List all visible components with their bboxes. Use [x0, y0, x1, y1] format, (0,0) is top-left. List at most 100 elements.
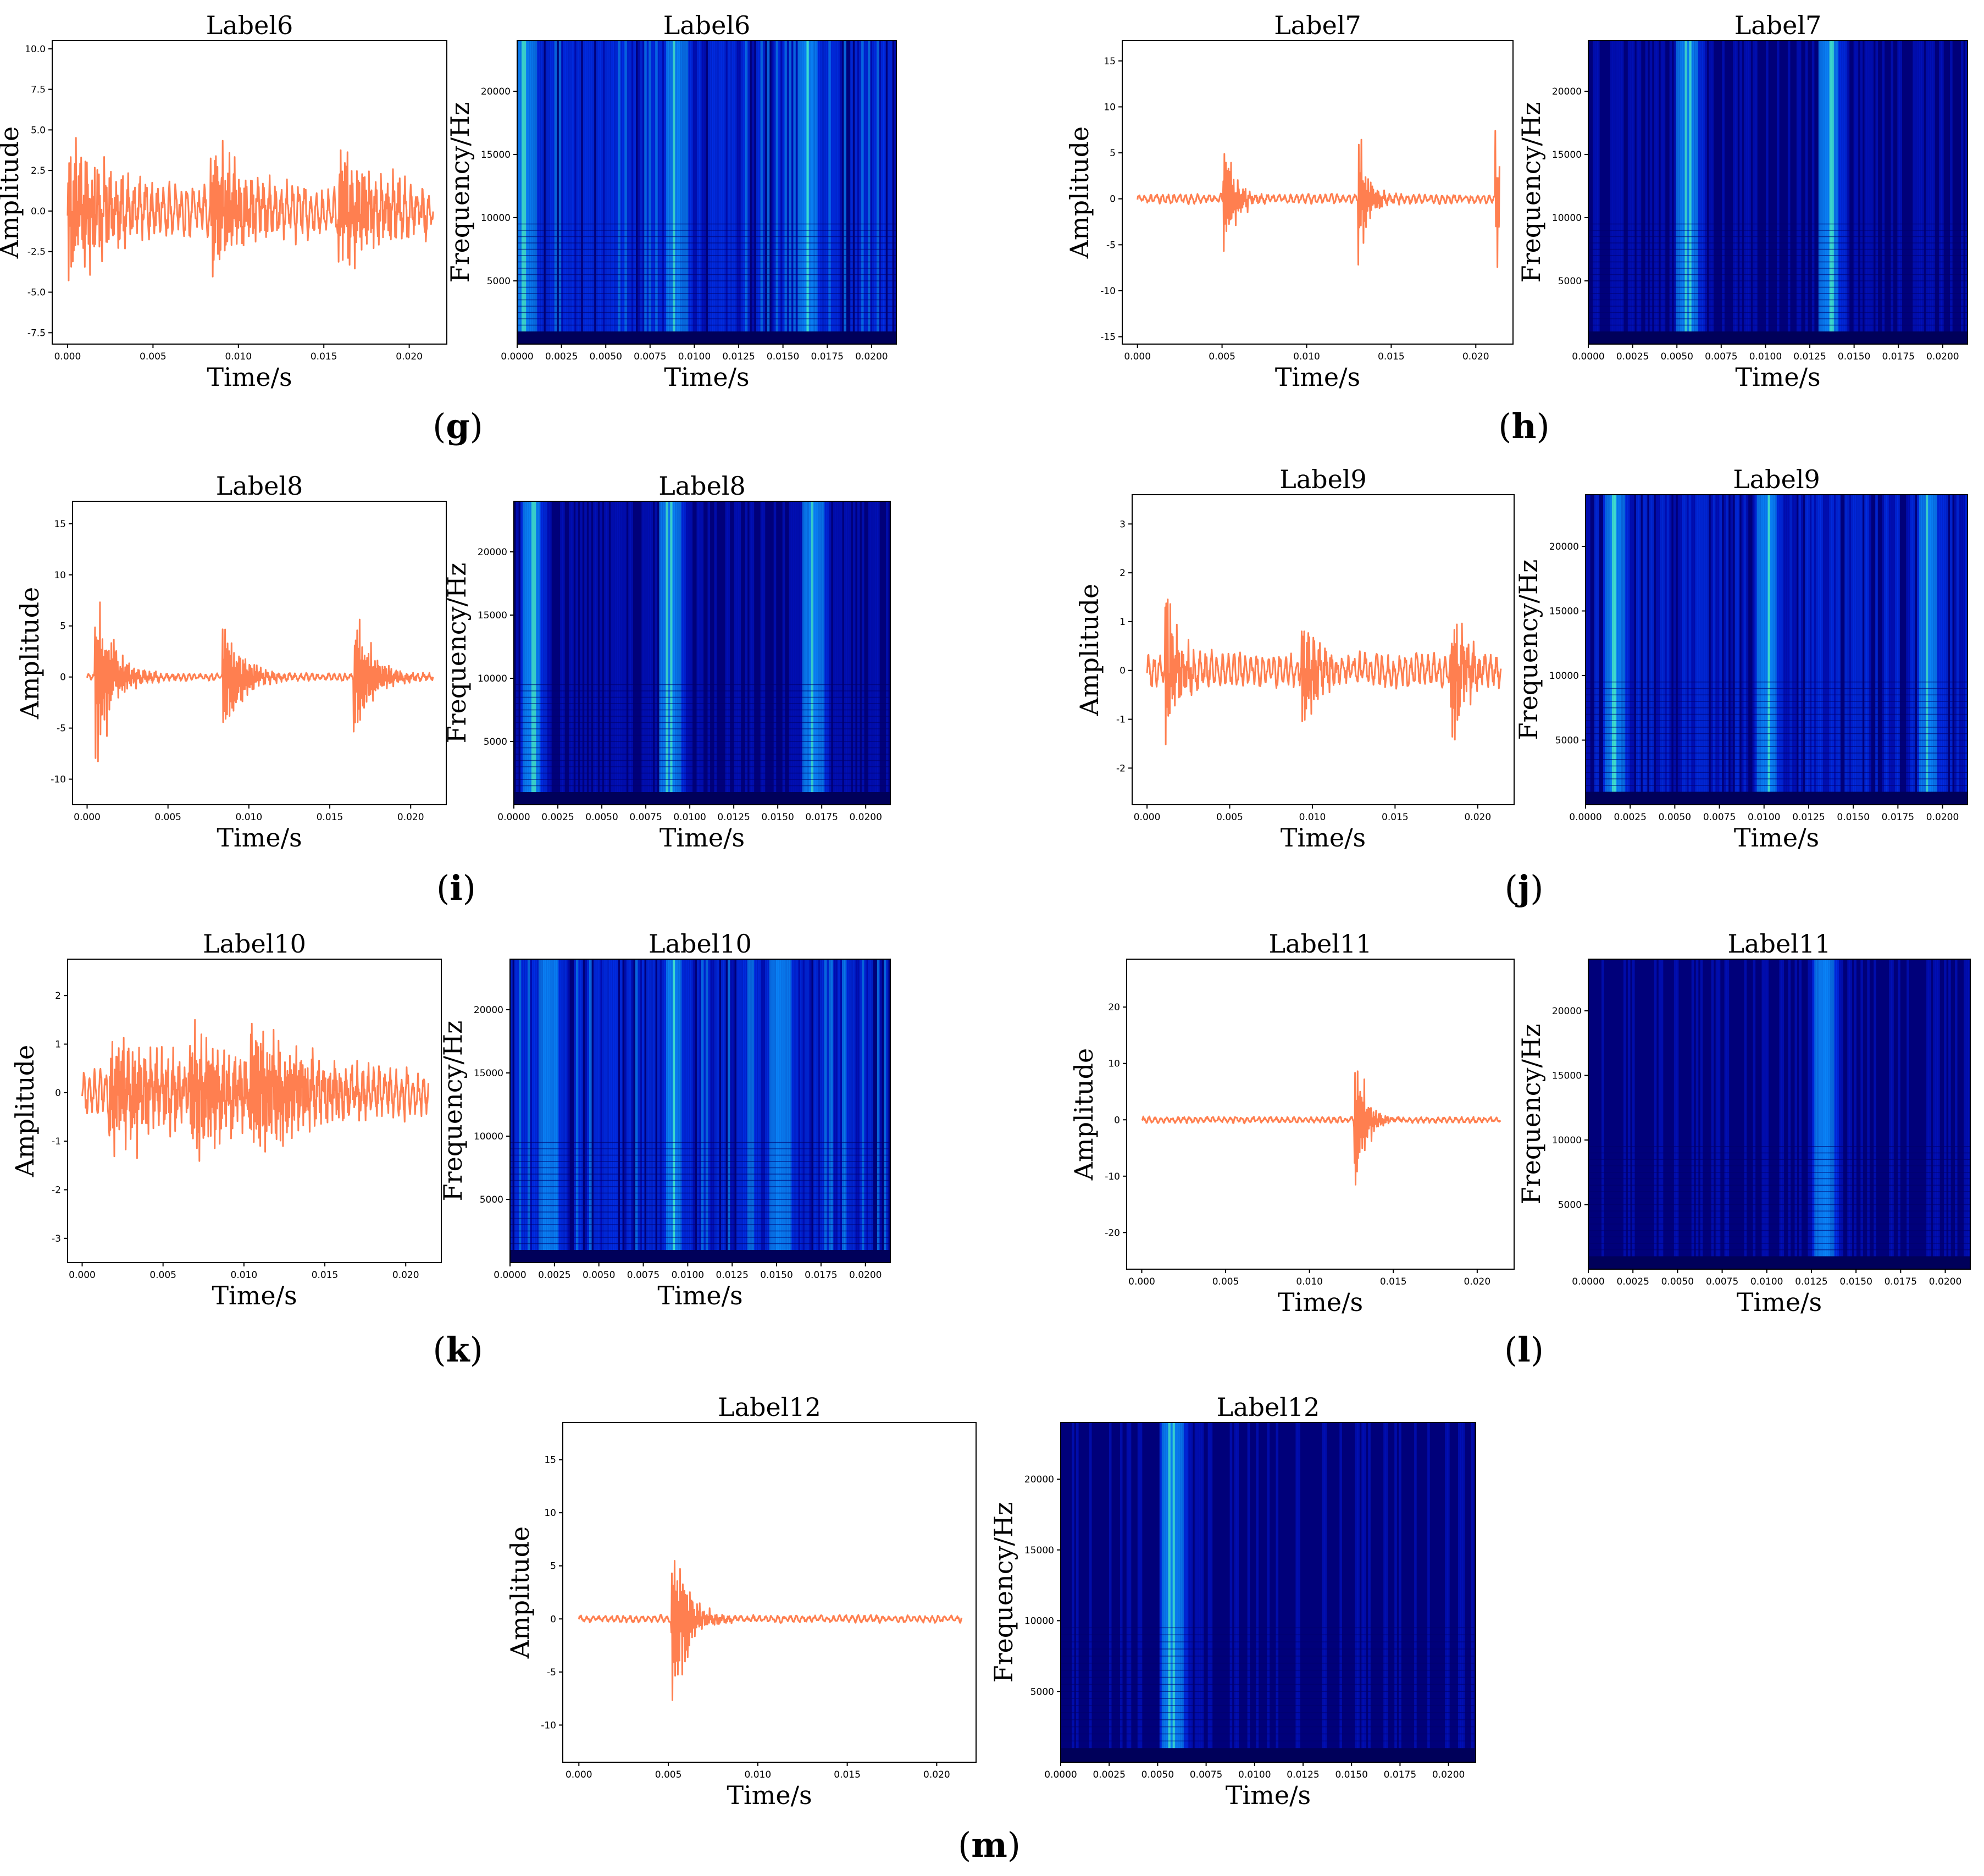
- spectrogram-band: [1875, 495, 1878, 805]
- spectrogram-band: [1809, 495, 1812, 805]
- x-tick-label: 0.0050: [1661, 1276, 1694, 1287]
- y-tick-label: 5000: [484, 737, 507, 748]
- spectrogram-band: [1964, 959, 1966, 1269]
- spectrogram-band: [558, 41, 562, 344]
- spectrogram-band: [1724, 959, 1727, 1269]
- spectrogram-band: [807, 959, 810, 1263]
- spectrogram-band: [613, 959, 616, 1263]
- x-tick-label: 0.0000: [1569, 812, 1601, 823]
- spectrogram-band: [699, 959, 702, 1263]
- spectrogram-band: [561, 41, 564, 344]
- spectrogram-band: [547, 959, 550, 1263]
- spectrogram-band: [690, 959, 693, 1263]
- spectrogram-band: [1928, 495, 1931, 805]
- spectrogram-band: [1072, 1423, 1074, 1762]
- x-tick-label: 0.0000: [497, 812, 530, 823]
- spectrogram-band: [517, 41, 520, 344]
- spectrogram-band: [1864, 495, 1867, 805]
- spectrogram-band: [1709, 41, 1711, 344]
- spectrogram-band: [851, 959, 854, 1263]
- spectrogram-band: [1833, 495, 1836, 805]
- spectrogram-band: [864, 959, 867, 1263]
- spectrogram-band: [589, 501, 591, 805]
- spectrogram-band: [751, 41, 755, 344]
- spectrogram-band: [1893, 495, 1896, 805]
- spectrogram-band: [1889, 959, 1892, 1269]
- x-tick-label: 0.0175: [1882, 351, 1915, 362]
- x-tick-label: 0.015: [317, 812, 343, 823]
- spectrogram-band: [1711, 959, 1714, 1269]
- subplot-title: Label10: [649, 929, 752, 959]
- spectrogram-band: [648, 501, 651, 805]
- waveform-subplot: 0.000 0.005 0.010 0.015 0.020 -20 -10 0 10 20 Labe…: [1069, 929, 1515, 1317]
- y-tick-label: 0: [60, 672, 66, 683]
- spectrogram-band: [1913, 41, 1915, 344]
- spectrogram-band: [552, 959, 555, 1263]
- spectrogram-band: [846, 959, 849, 1263]
- y-tick-label: 15000: [1552, 1071, 1582, 1082]
- spectrogram-band: [606, 501, 609, 805]
- spectrogram-band: [1394, 1423, 1397, 1762]
- spectrogram-band: [659, 501, 662, 805]
- spectrogram-band: [1737, 495, 1740, 805]
- x-tick-label: 0.0100: [1749, 351, 1782, 362]
- spectrogram-band: [1765, 495, 1769, 805]
- x-tick-label: 0.005: [1212, 1276, 1239, 1287]
- panel-letter: (k): [433, 1330, 483, 1370]
- spectrogram-band: [802, 41, 805, 344]
- spectrogram-band: [519, 959, 522, 1263]
- subplot-title: Label7: [1274, 10, 1361, 40]
- y-tick-label: 20000: [1552, 86, 1582, 97]
- low-frequency-strip: [514, 792, 890, 805]
- spectrogram-band: [525, 959, 528, 1263]
- paren: ): [470, 406, 483, 446]
- spectrogram-band: [701, 41, 704, 344]
- spectrogram-band: [1597, 495, 1599, 805]
- y-tick-label: -2: [52, 1185, 61, 1196]
- spectrogram-band: [1586, 495, 1588, 805]
- spectrogram-band: [1612, 41, 1615, 344]
- x-tick-label: 0.0100: [1238, 1769, 1271, 1780]
- spectrogram-band: [1891, 959, 1894, 1269]
- spectrogram-band: [1159, 1423, 1162, 1762]
- spectrogram-band: [1794, 959, 1798, 1269]
- spectrogram-band: [714, 41, 717, 344]
- spectrogram-band: [1937, 959, 1940, 1269]
- spectrogram-band: [796, 959, 799, 1263]
- spectrogram-band: [529, 501, 532, 805]
- spectrogram-band: [521, 959, 524, 1263]
- spectrogram-band: [1706, 495, 1709, 805]
- spectrogram-band: [1458, 1423, 1461, 1762]
- y-tick-label: 2.5: [31, 165, 46, 176]
- subplot-title: Label10: [203, 929, 306, 959]
- spectrogram-band: [622, 41, 625, 344]
- spectrogram-band: [611, 41, 614, 344]
- x-tick-label: 0.000: [566, 1769, 592, 1780]
- y-tick-label: 10000: [478, 673, 507, 684]
- panel-i: 0.000 0.005 0.010 0.015 0.020 -10 -5 0 5 10 15 Labe…: [15, 471, 891, 908]
- spectrogram-band: [1702, 41, 1705, 344]
- spectrogram-band: [1687, 41, 1690, 344]
- paren: ): [1007, 1825, 1021, 1865]
- spectrogram-band: [609, 959, 612, 1263]
- spectrogram-band: [1627, 495, 1630, 805]
- spectrogram-band: [1827, 495, 1830, 805]
- spectrogram-band: [811, 501, 814, 805]
- spectrogram-band: [806, 501, 810, 805]
- x-tick-label: 0.0075: [1190, 1769, 1222, 1780]
- plot-frame: [513, 501, 891, 805]
- spectrogram-band: [1882, 41, 1885, 344]
- spectrogram-band: [574, 41, 577, 344]
- y-tick-label: -10: [1105, 1171, 1120, 1182]
- spectrogram-band: [550, 959, 552, 1263]
- spectrogram-band: [760, 501, 763, 805]
- panel-h: 0.000 0.005 0.010 0.015 0.020 -15 -10 -5 0 5 10 15 L…: [1065, 10, 1968, 446]
- x-tick-label: 0.005: [154, 812, 181, 823]
- x-axis-label: Time/s: [207, 362, 292, 392]
- low-frequency-strip: [1588, 1256, 1970, 1269]
- spectrogram-band: [1783, 495, 1786, 805]
- spectrogram-band: [1855, 41, 1859, 344]
- spectrogram-band: [674, 501, 677, 805]
- spectrogram-band: [1368, 1423, 1371, 1762]
- spectrogram-band: [708, 959, 711, 1263]
